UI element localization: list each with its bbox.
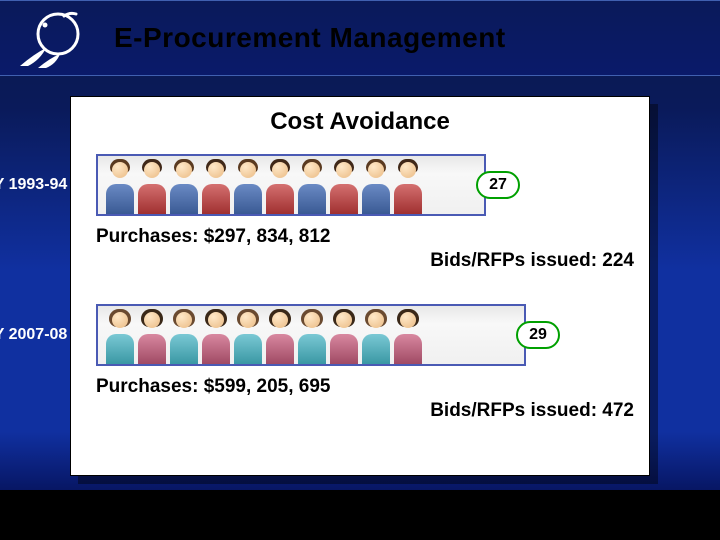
- person-icon: [166, 160, 202, 214]
- content-box: Cost Avoidance FY 1993-94 27 Purchases: …: [70, 96, 650, 476]
- page-title: E-Procurement Management: [114, 22, 506, 54]
- person-icon: [134, 160, 170, 214]
- person-icon: [358, 310, 394, 364]
- person-icon: [102, 160, 138, 214]
- person-icon: [326, 160, 362, 214]
- person-icon: [262, 160, 298, 214]
- people-row-1: 27: [96, 154, 486, 216]
- person-icon: [166, 310, 202, 364]
- person-icon: [230, 310, 266, 364]
- purchases-2: Purchases: $599, 205, 695: [96, 376, 650, 398]
- person-icon: [198, 310, 234, 364]
- section-fy2: FY 2007-08 29 Purchases: $599, 205, 695 …: [70, 304, 650, 454]
- person-icon: [230, 160, 266, 214]
- count-badge-2: 29: [516, 321, 560, 349]
- count-badge-1: 27: [476, 171, 520, 199]
- fy-label-1: FY 1993-94: [0, 176, 67, 194]
- person-icon: [390, 310, 426, 364]
- person-icon: [390, 160, 426, 214]
- person-icon: [294, 310, 330, 364]
- person-icon: [198, 160, 234, 214]
- bids-2: Bids/RFPs issued: 472: [70, 400, 650, 422]
- footer-strip: [0, 490, 720, 540]
- person-icon: [134, 310, 170, 364]
- header-bar: E-Procurement Management: [0, 0, 720, 76]
- bids-1: Bids/RFPs issued: 224: [70, 250, 650, 272]
- person-icon: [326, 310, 362, 364]
- person-icon: [294, 160, 330, 214]
- person-icon: [358, 160, 394, 214]
- person-icon: [102, 310, 138, 364]
- subtitle: Cost Avoidance: [70, 96, 650, 154]
- fy-label-2: FY 2007-08: [0, 326, 67, 344]
- orange-leaf-logo: [10, 8, 100, 68]
- person-icon: [262, 310, 298, 364]
- purchases-1: Purchases: $297, 834, 812: [96, 226, 650, 248]
- section-fy1: FY 1993-94 27 Purchases: $297, 834, 812 …: [70, 154, 650, 304]
- people-row-2: 29: [96, 304, 526, 366]
